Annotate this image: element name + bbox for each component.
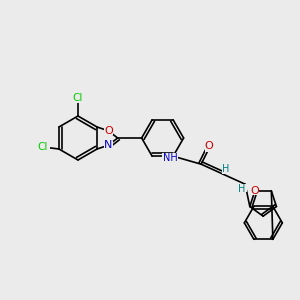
Text: O: O — [250, 186, 259, 196]
Text: O: O — [205, 141, 214, 151]
Text: O: O — [104, 126, 112, 136]
Bar — [71, 94, 85, 103]
Bar — [162, 153, 178, 163]
Bar — [36, 142, 50, 152]
Text: NH: NH — [163, 153, 178, 163]
Bar — [238, 184, 247, 192]
Text: Cl: Cl — [73, 93, 83, 103]
Bar — [205, 143, 213, 152]
Bar — [104, 141, 113, 149]
Bar — [250, 187, 260, 195]
Bar — [104, 127, 113, 135]
Text: Cl: Cl — [38, 142, 48, 152]
Text: H: H — [222, 164, 230, 174]
Bar — [222, 166, 231, 174]
Text: H: H — [238, 184, 246, 194]
Text: N: N — [104, 140, 112, 150]
